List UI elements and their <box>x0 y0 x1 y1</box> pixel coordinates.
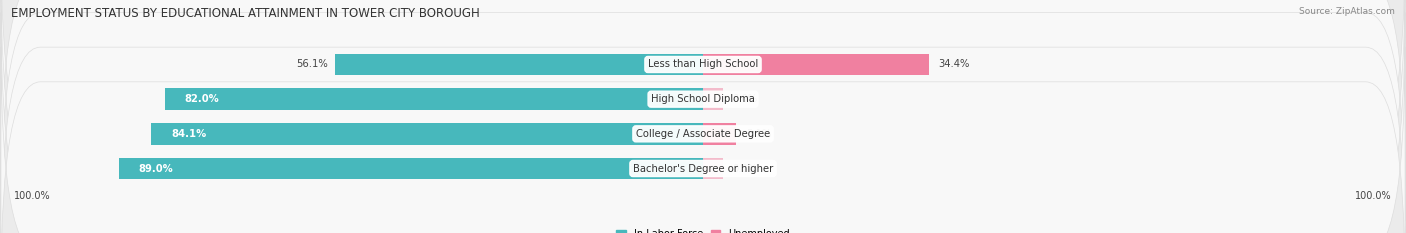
Text: 84.1%: 84.1% <box>172 129 207 139</box>
Text: 34.4%: 34.4% <box>939 59 970 69</box>
Bar <box>120 158 703 179</box>
FancyBboxPatch shape <box>1 12 1405 233</box>
Bar <box>703 123 737 145</box>
Text: 82.0%: 82.0% <box>184 94 219 104</box>
Text: 100.0%: 100.0% <box>14 191 51 201</box>
FancyBboxPatch shape <box>1 47 1405 233</box>
Bar <box>165 88 703 110</box>
Text: Source: ZipAtlas.com: Source: ZipAtlas.com <box>1299 7 1395 16</box>
Text: 89.0%: 89.0% <box>139 164 173 174</box>
Legend: In Labor Force, Unemployed: In Labor Force, Unemployed <box>612 225 794 233</box>
Text: 56.1%: 56.1% <box>297 59 329 69</box>
FancyBboxPatch shape <box>1 0 1405 221</box>
FancyBboxPatch shape <box>1 0 1405 186</box>
Text: College / Associate Degree: College / Associate Degree <box>636 129 770 139</box>
Text: Bachelor's Degree or higher: Bachelor's Degree or higher <box>633 164 773 174</box>
Text: EMPLOYMENT STATUS BY EDUCATIONAL ATTAINMENT IN TOWER CITY BOROUGH: EMPLOYMENT STATUS BY EDUCATIONAL ATTAINM… <box>11 7 479 20</box>
Text: High School Diploma: High School Diploma <box>651 94 755 104</box>
Text: 0.0%: 0.0% <box>733 94 758 104</box>
Text: Less than High School: Less than High School <box>648 59 758 69</box>
Bar <box>335 54 703 75</box>
Text: 0.0%: 0.0% <box>733 164 758 174</box>
Bar <box>703 158 723 179</box>
Bar <box>152 123 703 145</box>
Bar <box>703 54 929 75</box>
Text: 5.1%: 5.1% <box>747 129 772 139</box>
Bar <box>703 88 723 110</box>
Text: 100.0%: 100.0% <box>1355 191 1392 201</box>
